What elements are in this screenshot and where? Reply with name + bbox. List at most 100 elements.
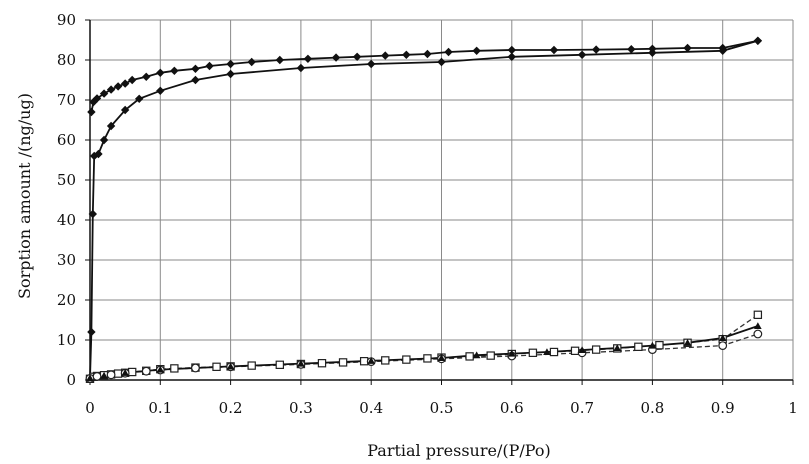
plot-frame bbox=[85, 19, 794, 385]
y-tick-label: 20 bbox=[57, 291, 76, 309]
y-tick-label: 30 bbox=[57, 251, 76, 269]
x-axis-title: Partial pressure/(P/Po) bbox=[367, 441, 551, 460]
series-3-point bbox=[317, 359, 327, 368]
x-tick-label: 0.2 bbox=[219, 399, 243, 417]
series-5-point bbox=[121, 369, 129, 376]
series-2-point bbox=[127, 75, 137, 85]
series-5-point bbox=[437, 354, 446, 362]
series-3-point bbox=[381, 356, 390, 365]
series-2-point bbox=[156, 68, 165, 77]
series-5-point bbox=[226, 362, 235, 370]
series-1-point bbox=[296, 63, 306, 73]
series-5-point bbox=[297, 359, 305, 367]
series-3-point bbox=[528, 348, 538, 358]
series-3-point bbox=[634, 342, 643, 352]
y-tick-label: 50 bbox=[57, 171, 76, 189]
y-axis-title: Sorption amount /(ng/ug) bbox=[15, 93, 34, 299]
series-2-point bbox=[275, 55, 285, 65]
series-4-point bbox=[106, 370, 116, 380]
series-3-point bbox=[402, 355, 411, 364]
series-2-point bbox=[331, 53, 341, 62]
series-5-point bbox=[156, 365, 165, 373]
series-2-point bbox=[591, 45, 601, 54]
series-3-point bbox=[753, 310, 763, 320]
series-3-point bbox=[113, 369, 123, 378]
series-3-point bbox=[212, 362, 221, 372]
series-2-point bbox=[120, 79, 130, 88]
series-4-point bbox=[92, 372, 102, 381]
series-2-point bbox=[205, 61, 214, 71]
series-1-point bbox=[99, 135, 109, 145]
series-2-line bbox=[90, 39, 759, 113]
series-lines bbox=[89, 39, 759, 380]
series-3-point bbox=[170, 364, 179, 373]
y-tick-label: 90 bbox=[57, 11, 76, 29]
series-1-point bbox=[106, 121, 116, 131]
series-3-point bbox=[486, 351, 495, 360]
series-2-point bbox=[423, 49, 432, 59]
series-2-point bbox=[89, 97, 98, 107]
series-1-point bbox=[88, 209, 98, 219]
x-tick-label: 0.8 bbox=[640, 399, 664, 417]
x-tick-label: 0.4 bbox=[359, 399, 383, 417]
series-3-point bbox=[655, 341, 664, 350]
grid-lines bbox=[90, 19, 794, 380]
x-tick-label: 0.7 bbox=[570, 399, 594, 417]
series-2-point bbox=[381, 51, 390, 60]
x-tick-label: 0.6 bbox=[500, 399, 524, 417]
series-3-point bbox=[338, 358, 348, 367]
series-1-point bbox=[367, 59, 376, 69]
series-2-point bbox=[753, 36, 763, 45]
series-1-point bbox=[94, 149, 103, 159]
series-2-point bbox=[718, 43, 727, 53]
series-2-point bbox=[247, 57, 256, 67]
series-2-point bbox=[226, 59, 235, 69]
series-1-point bbox=[156, 86, 165, 95]
series-5-point bbox=[472, 351, 481, 359]
y-tick-label: 10 bbox=[57, 331, 76, 349]
series-4-point bbox=[718, 341, 728, 351]
series-1-point bbox=[135, 94, 144, 103]
y-tick-label: 40 bbox=[57, 211, 76, 229]
series-5-point bbox=[508, 349, 516, 357]
series-1-point bbox=[226, 69, 235, 79]
x-tick-label: 1 bbox=[788, 399, 798, 417]
series-2-point bbox=[627, 45, 636, 54]
series-3-point bbox=[591, 345, 601, 354]
series-2-point bbox=[549, 45, 559, 55]
series-1-point bbox=[577, 50, 587, 59]
series-2-point bbox=[113, 82, 123, 91]
series-2-point bbox=[648, 44, 657, 53]
x-tick-label: 0.1 bbox=[148, 399, 172, 417]
series-2-point bbox=[472, 46, 481, 55]
series-2-point bbox=[444, 47, 453, 57]
series-5-point bbox=[86, 374, 94, 382]
series-2-point bbox=[142, 72, 151, 81]
series-5-point bbox=[718, 334, 727, 342]
series-3-point bbox=[423, 354, 432, 363]
series-3-point bbox=[570, 346, 580, 356]
series-2-point bbox=[87, 107, 96, 117]
series-3-point bbox=[549, 347, 559, 357]
series-5-point bbox=[613, 344, 622, 352]
series-3-point bbox=[465, 352, 474, 361]
series-1-point bbox=[90, 151, 99, 161]
series-1-point bbox=[507, 52, 516, 61]
y-tick-label: 60 bbox=[57, 131, 76, 149]
series-2-point bbox=[402, 50, 411, 59]
series-2-point bbox=[106, 85, 116, 94]
series-3-point bbox=[127, 367, 137, 377]
series-2-point bbox=[303, 54, 313, 63]
series-2-point bbox=[683, 43, 692, 53]
series-1-point bbox=[87, 327, 96, 337]
y-tick-label: 80 bbox=[57, 51, 76, 69]
x-tick-label: 0 bbox=[85, 399, 95, 417]
series-4-point bbox=[141, 366, 151, 376]
series-4-point bbox=[753, 329, 763, 339]
series-2-point bbox=[170, 66, 179, 75]
series-5-point bbox=[648, 341, 657, 349]
series-1-line bbox=[89, 39, 759, 379]
series-2-point bbox=[99, 89, 109, 98]
y-tick-label: 0 bbox=[66, 371, 76, 389]
